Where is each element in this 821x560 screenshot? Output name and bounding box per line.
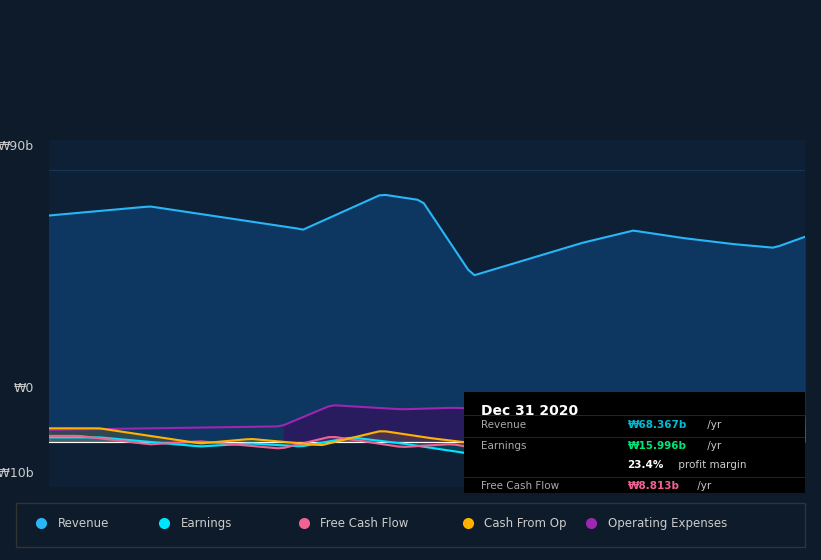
Text: Cash From Op: Cash From Op xyxy=(481,501,554,510)
Text: ₩15.996b: ₩15.996b xyxy=(627,441,686,451)
Text: /yr: /yr xyxy=(704,420,721,430)
Text: Operating Expenses: Operating Expenses xyxy=(481,521,586,531)
Text: Revenue: Revenue xyxy=(57,516,109,530)
Text: 23.4%: 23.4% xyxy=(627,460,664,470)
Text: /yr: /yr xyxy=(695,480,712,491)
Text: Cash From Op: Cash From Op xyxy=(484,516,566,530)
Bar xyxy=(16,503,805,547)
Text: /yr: /yr xyxy=(695,521,712,531)
Text: /yr: /yr xyxy=(704,501,721,510)
Text: profit margin: profit margin xyxy=(675,460,746,470)
Text: Operating Expenses: Operating Expenses xyxy=(608,516,727,530)
Text: Free Cash Flow: Free Cash Flow xyxy=(320,516,409,530)
Text: /yr: /yr xyxy=(704,441,721,451)
Text: ₩9.997b: ₩9.997b xyxy=(627,521,679,531)
Text: -₩10b: -₩10b xyxy=(0,467,34,480)
Text: Revenue: Revenue xyxy=(481,420,526,430)
Text: ₩8.813b: ₩8.813b xyxy=(627,480,680,491)
Text: ₩68.367b: ₩68.367b xyxy=(627,420,687,430)
Text: ₩90b: ₩90b xyxy=(0,140,34,153)
Text: Earnings: Earnings xyxy=(481,441,526,451)
Text: Free Cash Flow: Free Cash Flow xyxy=(481,480,559,491)
Text: ₩12.570b: ₩12.570b xyxy=(627,501,687,510)
Text: Dec 31 2020: Dec 31 2020 xyxy=(481,404,578,418)
Text: ₩0: ₩0 xyxy=(14,382,34,395)
Text: Earnings: Earnings xyxy=(181,516,232,530)
